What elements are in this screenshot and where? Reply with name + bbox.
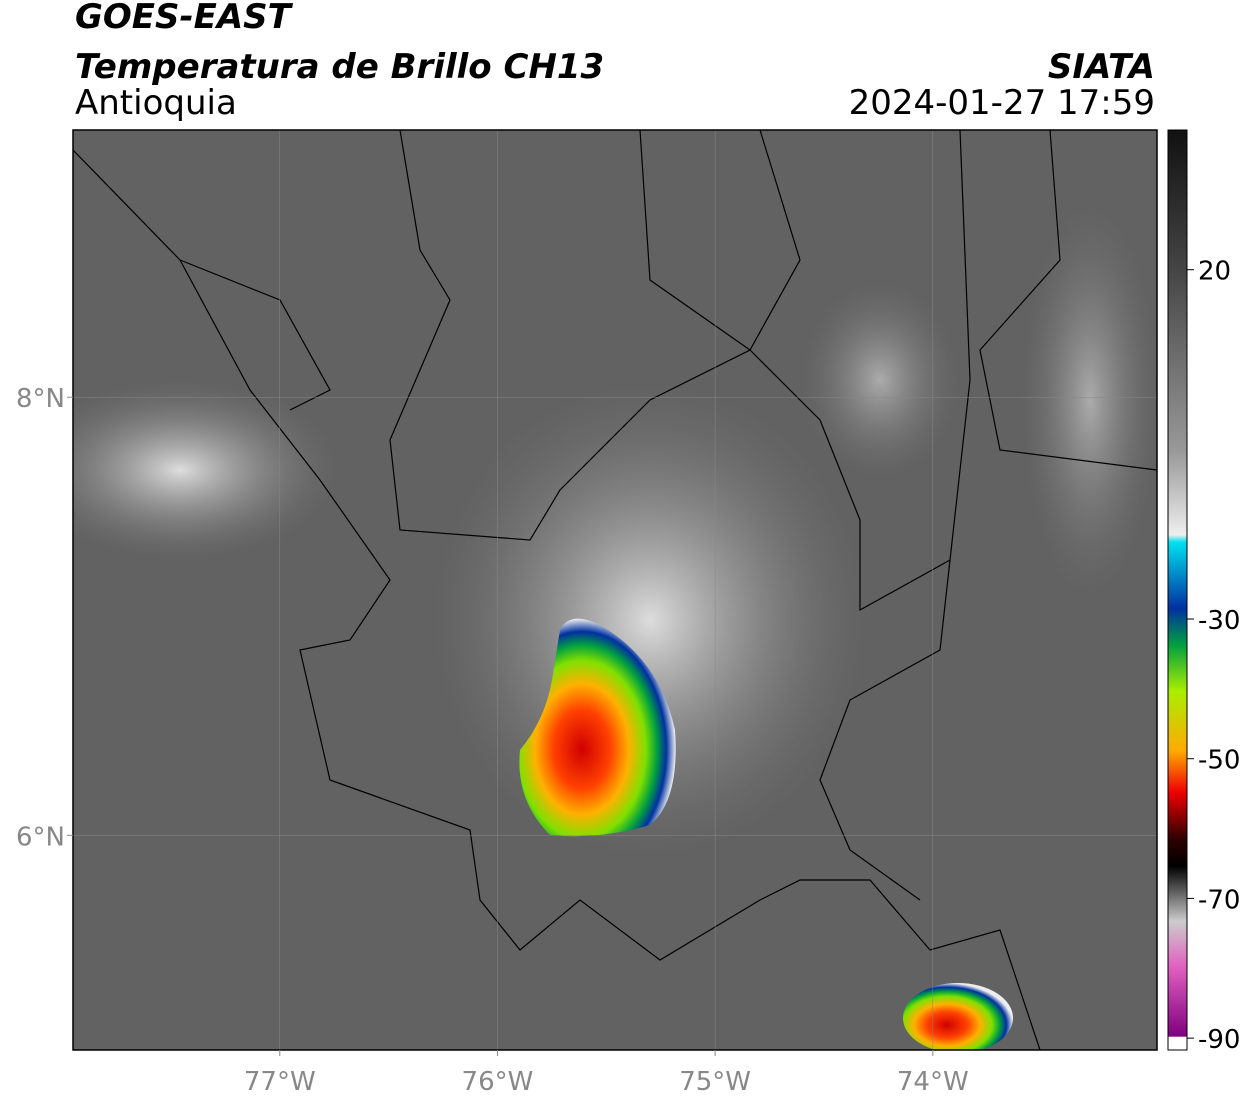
lon-tick-label: 77°W	[244, 1067, 316, 1097]
subtitle: Temperatura de Brillo CH13	[75, 47, 604, 87]
colorbar-tick-label: -30	[1198, 606, 1240, 636]
title: GOES-EAST	[75, 0, 294, 37]
lon-tick-label: 74°W	[897, 1067, 969, 1097]
region: Antioquia	[75, 83, 237, 123]
lat-tick-label: 6°N	[16, 822, 65, 852]
lat-tick-label: 8°N	[16, 384, 65, 414]
colorbar-tick-label: 20	[1198, 257, 1231, 287]
colorbar	[1167, 129, 1188, 1051]
lon-tick-label: 75°W	[679, 1067, 751, 1097]
lon-tick-label: 76°W	[462, 1067, 534, 1097]
colorbar-tick-label: -90	[1198, 1025, 1240, 1055]
colorbar-tick-label: -50	[1198, 746, 1240, 776]
colorbar-tick-label: -70	[1198, 885, 1240, 915]
datetime: 2024-01-27 17:59	[849, 83, 1155, 123]
map-image	[73, 130, 1157, 1050]
map-frame	[72, 129, 1158, 1051]
source: SIATA	[1048, 47, 1155, 87]
